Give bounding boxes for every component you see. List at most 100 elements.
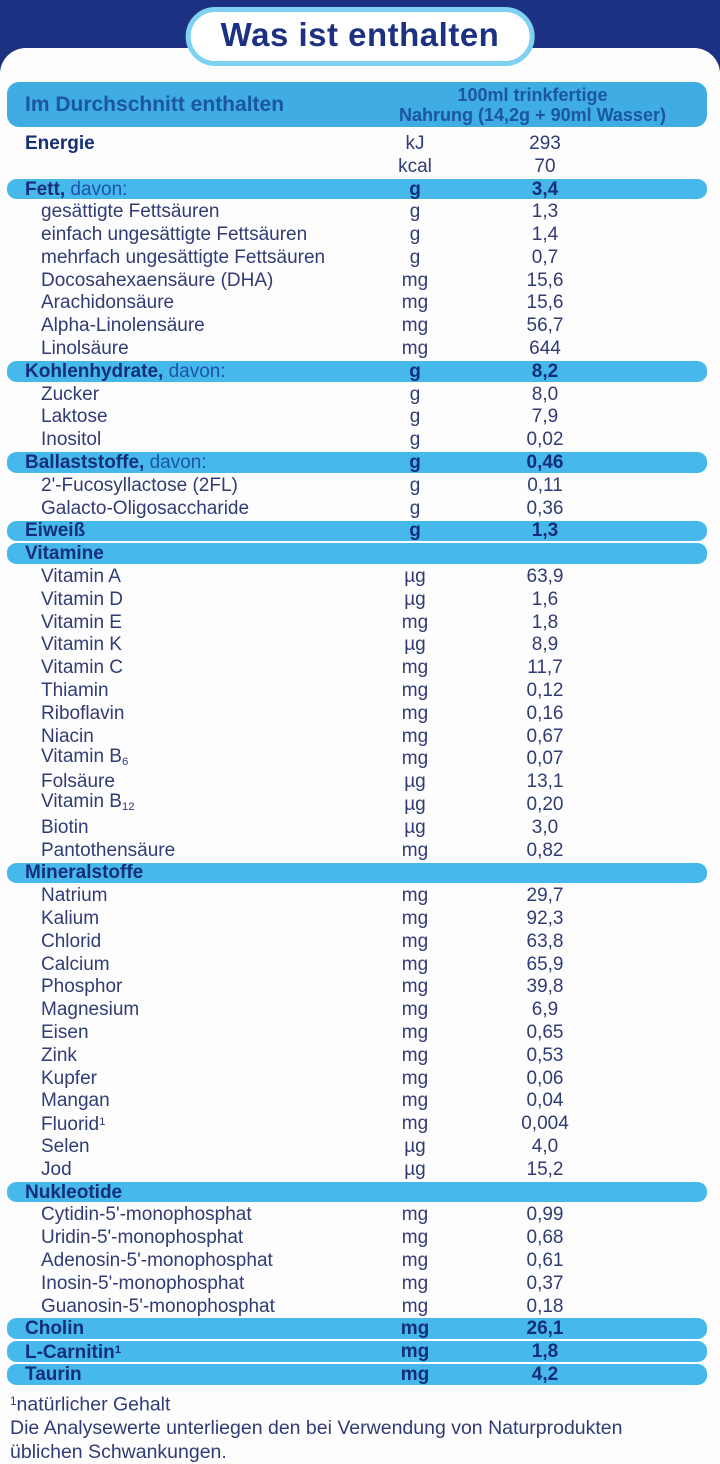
row-label: Calcium	[41, 953, 110, 975]
analysis-note-line2: üblichen Schwankungen.	[10, 1441, 227, 1464]
row-value: 56,7	[526, 315, 564, 337]
table-row: Nukleotide	[7, 1181, 707, 1204]
row-unit: µg	[404, 634, 426, 656]
row-unit: mg	[401, 315, 429, 337]
row-label: Linolsäure	[41, 338, 129, 360]
table-row: Zink mg 0,53	[7, 1044, 707, 1067]
row-value: 1,3	[531, 201, 559, 223]
table-row: 2'-Fucosyllactose (2FL) g 0,11	[7, 474, 707, 497]
table-row: Chlorid mg 63,8	[7, 930, 707, 953]
row-unit: g	[409, 406, 421, 428]
row-value: 1,4	[531, 224, 559, 246]
row-value: 92,3	[526, 907, 564, 929]
row-value: 15,2	[526, 1158, 564, 1180]
row-unit: mg	[401, 657, 429, 679]
row-label: Energie	[25, 132, 95, 154]
row-unit: µg	[404, 1158, 426, 1180]
row-value: 15,6	[526, 292, 564, 314]
row-value: 63,9	[526, 566, 564, 588]
row-unit: mg	[401, 839, 429, 861]
row-unit: g	[409, 201, 421, 223]
row-label: Vitamin K	[41, 634, 122, 656]
title-badge: Was ist enthalten	[185, 7, 535, 66]
row-unit: mg	[401, 1113, 429, 1135]
row-unit: mg	[401, 1021, 429, 1043]
table-row: Vitamin B6 mg 0,07	[7, 746, 707, 771]
footer-notes: 1natürlicher Gehalt Die Analysewerte unt…	[10, 1390, 710, 1464]
row-value: 8,2	[531, 360, 559, 382]
row-unit: g	[409, 429, 421, 451]
row-unit: µg	[404, 794, 426, 815]
footnote-text: natürlicher Gehalt	[16, 1393, 171, 1416]
row-label: Vitamin E	[41, 611, 122, 633]
table-rows: Energie kJ 293 kcal 70 Fett, davon: g 3,4 gesätt…	[7, 132, 707, 1386]
row-label: Eiweiß	[25, 520, 86, 542]
nutrition-table: Im Durchschnitt enthalten 100ml trinkfer…	[7, 82, 707, 1386]
table-row: einfach ungesättigte Fettsäuren g 1,4	[7, 223, 707, 246]
row-value: 0,7	[531, 246, 559, 268]
table-row: Vitamin C mg 11,7	[7, 656, 707, 679]
row-value: 1,8	[531, 611, 559, 633]
row-label: Pantothensäure	[41, 839, 176, 861]
table-row: Mineralstoffe	[7, 862, 707, 885]
row-unit: mg	[401, 611, 429, 633]
row-label: Vitamin D	[41, 588, 124, 610]
row-value: 15,6	[526, 269, 564, 291]
row-unit: mg	[401, 1067, 429, 1089]
row-unit: mg	[401, 725, 429, 747]
row-value: 644	[529, 338, 561, 360]
row-value: 1,6	[531, 588, 559, 610]
row-value: 0,18	[526, 1295, 564, 1317]
table-row: Riboflavin mg 0,16	[7, 702, 707, 725]
table-row: kcal 70	[7, 155, 707, 178]
row-unit: g	[409, 474, 421, 496]
table-row: Phosphor mg 39,8	[7, 975, 707, 998]
row-value: 0,16	[526, 702, 564, 724]
row-unit: mg	[401, 680, 429, 702]
row-unit: mg	[401, 748, 429, 770]
table-row: Energie kJ 293	[7, 132, 707, 155]
row-label: Thiamin	[41, 680, 109, 702]
row-unit: mg	[401, 976, 429, 998]
row-label: Fluorid1	[41, 1114, 106, 1136]
table-row: L-Carnitin1 mg 1,8	[7, 1340, 707, 1363]
row-value: 0,65	[526, 1021, 564, 1043]
row-label: Natrium	[41, 885, 108, 907]
row-value: 8,9	[531, 634, 559, 656]
footnote-marker: 1	[10, 1395, 17, 1408]
row-value: 0,68	[526, 1227, 564, 1249]
row-label: 2'-Fucosyllactose (2FL)	[41, 474, 238, 496]
row-unit: µg	[404, 771, 426, 793]
row-unit: mg	[400, 1341, 430, 1363]
row-label: Vitamin B12	[41, 791, 135, 813]
row-value: 4,2	[531, 1363, 559, 1385]
row-value: 26,1	[526, 1318, 564, 1340]
header-right-line2: Nahrung (14,2g + 90ml Wasser)	[399, 104, 666, 125]
row-label: Cytidin-5'-monophosphat	[41, 1204, 252, 1226]
row-unit: mg	[401, 930, 429, 952]
row-value: 1,3	[531, 520, 559, 542]
table-row: Galacto-Oligosaccharide g 0,36	[7, 497, 707, 520]
analysis-note-line1: Die Analysewerte unterliegen den bei Ver…	[10, 1417, 623, 1440]
row-unit: mg	[400, 1363, 430, 1385]
row-unit: mg	[401, 885, 429, 907]
row-label: Nukleotide	[25, 1181, 123, 1203]
table-row: Linolsäure mg 644	[7, 337, 707, 360]
row-value: 0,46	[526, 452, 564, 474]
table-row: Taurin mg 4,2	[7, 1363, 707, 1386]
row-value: 13,1	[526, 771, 564, 793]
row-unit: mg	[401, 953, 429, 975]
table-row: Kalium mg 92,3	[7, 907, 707, 930]
table-row: Vitamine	[7, 542, 707, 565]
row-label: Chlorid	[41, 930, 102, 952]
row-unit: µg	[404, 1135, 426, 1157]
row-value: 8,0	[531, 383, 559, 405]
row-label: Arachidonsäure	[41, 292, 175, 314]
row-label: Docosahexaensäure (DHA)	[41, 269, 274, 291]
table-row: Vitamin B12 µg 0,20	[7, 791, 707, 816]
row-unit: g	[409, 497, 421, 519]
label-page	[0, 48, 720, 1463]
table-row: Fluorid1 mg 0,004	[7, 1112, 707, 1135]
row-unit: mg	[401, 1272, 429, 1294]
